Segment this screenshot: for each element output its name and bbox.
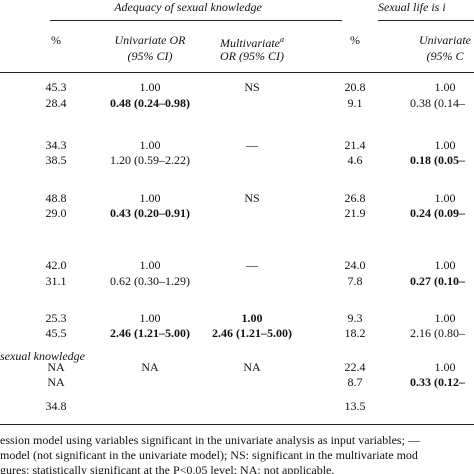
table-cell: NA <box>141 360 159 374</box>
table-cell: 21.4 <box>344 138 366 152</box>
table-cell: 0.24 (0.09– <box>410 206 465 220</box>
table-cell: 31.1 <box>45 274 67 288</box>
table-cell: 42.0 <box>45 258 67 272</box>
table-cell: 45.5 <box>45 326 67 340</box>
table-cell: 1.00 <box>139 138 161 152</box>
group-header: Adequacy of sexual knowledge <box>114 0 262 14</box>
footnote-mark: a <box>280 35 284 44</box>
table-cell: 48.8 <box>45 191 67 205</box>
table-cell: 2.16 (0.80– <box>410 326 465 340</box>
table-cell: NA <box>47 360 65 374</box>
table-cell: 2.46 (1.21–5.00) <box>110 326 190 340</box>
table-cell: 18.2 <box>344 326 366 340</box>
column-header: Univariate OR <box>114 33 186 47</box>
rule <box>50 20 342 21</box>
column-header: (95% C <box>426 49 464 63</box>
table-cell: 4.6 <box>347 153 363 167</box>
table-cell: 0.27 (0.10– <box>410 274 465 288</box>
footnote: ession model using variables significant… <box>0 433 420 447</box>
table-cell: 0.48 (0.24–0.98) <box>110 96 190 110</box>
table-cell: — <box>246 138 258 152</box>
group-header: Sexual life is i <box>378 0 446 14</box>
table-cell: 45.3 <box>45 80 67 94</box>
table-cell: 1.00 <box>434 80 456 94</box>
table-cell: 26.8 <box>344 191 366 205</box>
footnote: model (not significant in the univariate… <box>0 448 418 462</box>
table-cell: NA <box>243 360 261 374</box>
table-cell: 24.0 <box>344 258 366 272</box>
table-cell: 1.20 (0.59–2.22) <box>110 153 190 167</box>
table-cell: 9.3 <box>347 311 363 325</box>
table-cell: 1.00 <box>241 311 263 325</box>
table-cell: 1.00 <box>434 191 456 205</box>
table-cell: NA <box>47 375 65 389</box>
table-cell: 0.43 (0.20–0.91) <box>110 206 190 220</box>
table-cell: 1.00 <box>434 360 456 374</box>
column-header: OR (95% CI) <box>220 49 284 63</box>
table-cell: 25.3 <box>45 311 67 325</box>
column-header: % <box>350 33 360 47</box>
rule <box>0 424 474 425</box>
section-label: sexual knowledge <box>0 349 85 363</box>
table-cell: 1.00 <box>434 138 456 152</box>
table-cell: NS <box>244 80 260 94</box>
table-cell: 34.8 <box>45 399 67 413</box>
table-cell: 29.0 <box>45 206 67 220</box>
rule <box>378 20 474 21</box>
table-cell: 8.7 <box>347 375 363 389</box>
table-cell: 22.4 <box>344 360 366 374</box>
table-cell: 1.00 <box>434 311 456 325</box>
table-cell: 1.00 <box>434 258 456 272</box>
table-cell: 1.00 <box>139 80 161 94</box>
table-cell: 13.5 <box>344 399 366 413</box>
table-cell: 20.8 <box>344 80 366 94</box>
footnote: gures: statistically significant at the … <box>0 463 335 474</box>
table-cell: — <box>246 258 258 272</box>
header-text: Multivariate <box>220 36 280 50</box>
table-cell: 1.00 <box>139 311 161 325</box>
table-cell: 38.5 <box>45 153 67 167</box>
table-cell: NS <box>244 191 260 205</box>
table-cell: 1.00 <box>139 258 161 272</box>
table-cell: 0.62 (0.30–1.29) <box>110 274 190 288</box>
table-cell: 7.8 <box>347 274 363 288</box>
table-cell: 1.00 <box>139 191 161 205</box>
column-header: Multivariatea <box>220 33 284 50</box>
table-cell: 0.38 (0.14– <box>410 96 465 110</box>
table-cell: 9.1 <box>347 96 363 110</box>
column-header: % <box>51 33 61 47</box>
table-cell: 28.4 <box>45 96 67 110</box>
table-cell: 34.3 <box>45 138 67 152</box>
table-cell: 0.18 (0.05– <box>410 153 465 167</box>
column-header: Univariate <box>419 33 471 47</box>
column-header: (95% CI) <box>127 49 173 63</box>
table-cell: 0.33 (0.12– <box>410 375 465 389</box>
table-cell: 2.46 (1.21–5.00) <box>212 326 292 340</box>
rule <box>0 72 474 73</box>
table-cell: 21.9 <box>344 206 366 220</box>
